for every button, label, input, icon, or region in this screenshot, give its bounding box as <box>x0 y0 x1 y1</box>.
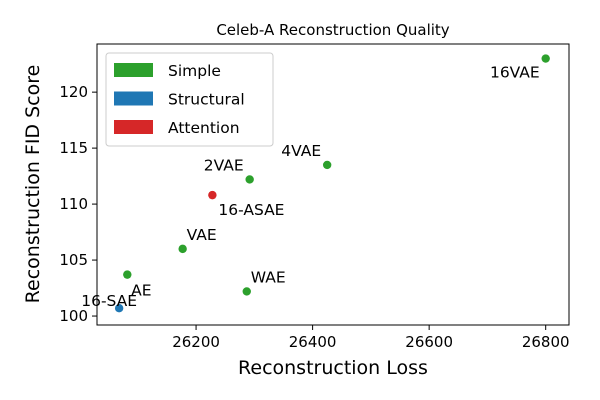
legend-label-attention: Attention <box>168 119 240 137</box>
plot-frame <box>96 43 570 326</box>
point-label-wae: WAE <box>251 268 286 286</box>
x-tick-label: 26600 <box>405 333 453 351</box>
data-point-2vae <box>245 175 254 184</box>
data-point-16-sae <box>114 304 124 313</box>
data-point-16vae <box>541 54 550 63</box>
y-tick-label: 120 <box>59 83 88 101</box>
point-label-ae: AE <box>131 282 151 300</box>
legend-swatch-structural <box>114 91 153 106</box>
data-point-ae <box>123 270 132 279</box>
legend-swatch-attention <box>114 120 153 134</box>
data-point-wae <box>242 287 251 296</box>
y-tick-label: 105 <box>59 251 88 269</box>
legend-swatch-simple <box>114 63 153 77</box>
point-label-4vae: 4VAE <box>281 142 321 160</box>
data-point-4vae <box>322 160 332 170</box>
y-tick-label: 110 <box>59 195 88 213</box>
point-label-16-sae: 16-SAE <box>81 292 137 310</box>
x-tick-label: 26400 <box>289 333 337 351</box>
chart-title: Celeb-A Reconstruction Quality <box>216 21 449 39</box>
y-tick-label: 115 <box>59 139 88 157</box>
data-points <box>114 54 550 313</box>
point-label-vae: VAE <box>187 226 217 244</box>
data-point-vae <box>178 244 187 254</box>
legend-label-simple: Simple <box>168 62 221 80</box>
plot-area <box>96 43 570 326</box>
point-label-16-asae: 16-ASAE <box>218 201 284 219</box>
legend: Simple Structural Attention <box>105 52 274 147</box>
x-tick-label: 26800 <box>522 333 570 351</box>
y-axis-label: Reconstruction FID Score <box>22 65 44 304</box>
point-label-16vae: 16VAE <box>490 64 540 82</box>
data-point-16-asae <box>208 190 217 200</box>
legend-label-structural: Structural <box>168 91 245 109</box>
y-tick-label: 100 <box>59 307 88 325</box>
axis-ticks: 26200 26400 26600 26800 100 105 110 115 120 <box>59 83 569 351</box>
point-label-2vae: 2VAE <box>204 156 244 174</box>
x-axis-label: Reconstruction Loss <box>238 357 428 379</box>
x-tick-label: 26200 <box>172 333 220 351</box>
